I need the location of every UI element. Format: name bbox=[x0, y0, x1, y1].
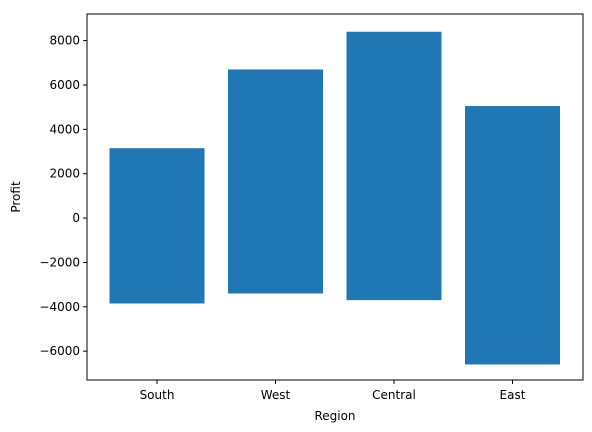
bar-east bbox=[465, 106, 560, 365]
y-tick-label: −4000 bbox=[39, 300, 80, 314]
x-axis-label: Region bbox=[314, 409, 355, 423]
x-axis-ticks: South West Central East bbox=[140, 380, 526, 402]
bar-south bbox=[109, 148, 205, 304]
y-axis-ticks: −6000 −4000 −2000 0 2000 4000 6000 8000 bbox=[39, 34, 87, 358]
y-tick-label: −6000 bbox=[39, 344, 80, 358]
y-tick-label: 6000 bbox=[49, 78, 80, 92]
bar-central bbox=[346, 31, 442, 301]
bar-west bbox=[228, 69, 323, 294]
x-tick-label: East bbox=[500, 388, 526, 402]
y-tick-label: 2000 bbox=[49, 167, 80, 181]
x-tick-label: South bbox=[140, 388, 175, 402]
bars-group bbox=[109, 31, 560, 365]
plot-frame bbox=[86, 13, 584, 381]
y-axis-label: Profit bbox=[9, 181, 23, 213]
y-tick-label: 4000 bbox=[49, 122, 80, 136]
y-tick-label: 0 bbox=[72, 211, 80, 225]
y-tick-label: −2000 bbox=[39, 255, 80, 269]
y-tick-label: 8000 bbox=[49, 34, 80, 48]
x-tick-label: Central bbox=[372, 388, 416, 402]
x-tick-label: West bbox=[261, 388, 291, 402]
